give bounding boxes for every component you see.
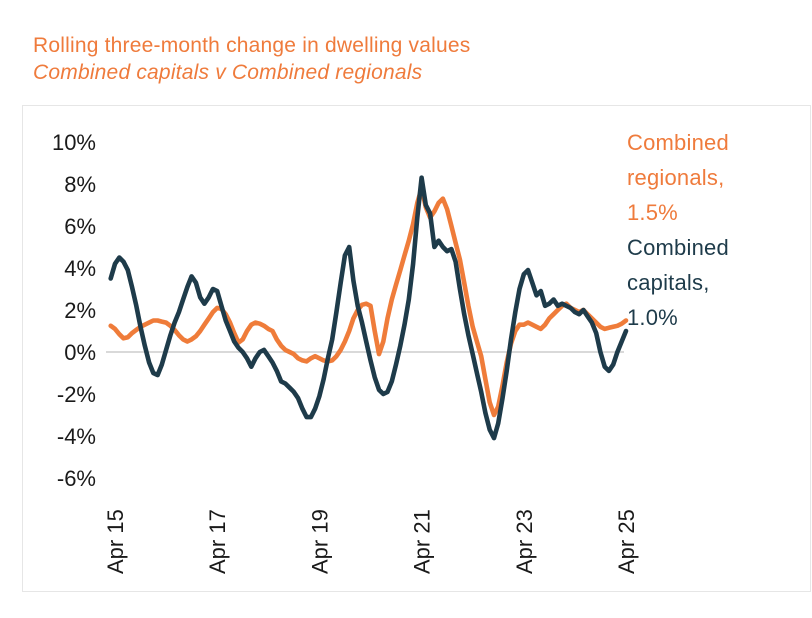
line-chart: 10% 8% 6% 4% 2% 0% -2% -4% -6% Apr 15 Apr 17 Apr 19… bbox=[52, 130, 639, 574]
series-line-combined-regionals bbox=[108, 185, 629, 418]
y-axis-tick-label: 10% bbox=[52, 130, 96, 155]
x-axis-tick-label: Apr 17 bbox=[205, 509, 230, 574]
y-axis-tick-label: -2% bbox=[57, 382, 96, 407]
legend-regionals-line2: regionals, bbox=[627, 165, 725, 190]
plot-area: 10% 8% 6% 4% 2% 0% -2% -4% -6% Apr 15 Apr 17 Apr 19… bbox=[22, 105, 811, 592]
legend-regionals-value: 1.5% bbox=[627, 200, 678, 225]
chart-title: Rolling three-month change in dwelling v… bbox=[33, 34, 471, 57]
x-axis-tick-label: Apr 25 bbox=[614, 509, 639, 574]
y-axis-tick-label: 2% bbox=[64, 298, 96, 323]
y-axis-tick-label: 8% bbox=[64, 172, 96, 197]
x-axis-tick-label: Apr 19 bbox=[307, 509, 332, 574]
x-axis-tick-label: Apr 23 bbox=[512, 509, 537, 574]
y-axis-tick-label: -6% bbox=[57, 466, 96, 491]
series-line-combined-capitals bbox=[108, 175, 629, 441]
x-axis-tick-label: Apr 15 bbox=[103, 509, 128, 574]
legend-regionals-line1: Combined bbox=[627, 130, 729, 155]
y-axis-tick-label: 0% bbox=[64, 340, 96, 365]
x-axis-tick-label: Apr 21 bbox=[410, 509, 435, 574]
legend-combined-regionals: Combined regionals, 1.5% bbox=[627, 125, 807, 230]
chart-subtitle: Combined capitals v Combined regionals bbox=[33, 61, 423, 84]
series-legend: Combined regionals, 1.5% Combined capita… bbox=[627, 125, 807, 335]
y-axis-tick-label: -4% bbox=[57, 424, 96, 449]
y-axis-tick-label: 6% bbox=[64, 214, 96, 239]
legend-capitals-value: 1.0% bbox=[627, 305, 678, 330]
legend-capitals-line1: Combined bbox=[627, 235, 729, 260]
legend-combined-capitals: Combined capitals, 1.0% bbox=[627, 230, 807, 335]
legend-capitals-line2: capitals, bbox=[627, 270, 710, 295]
y-axis-tick-label: 4% bbox=[64, 256, 96, 281]
